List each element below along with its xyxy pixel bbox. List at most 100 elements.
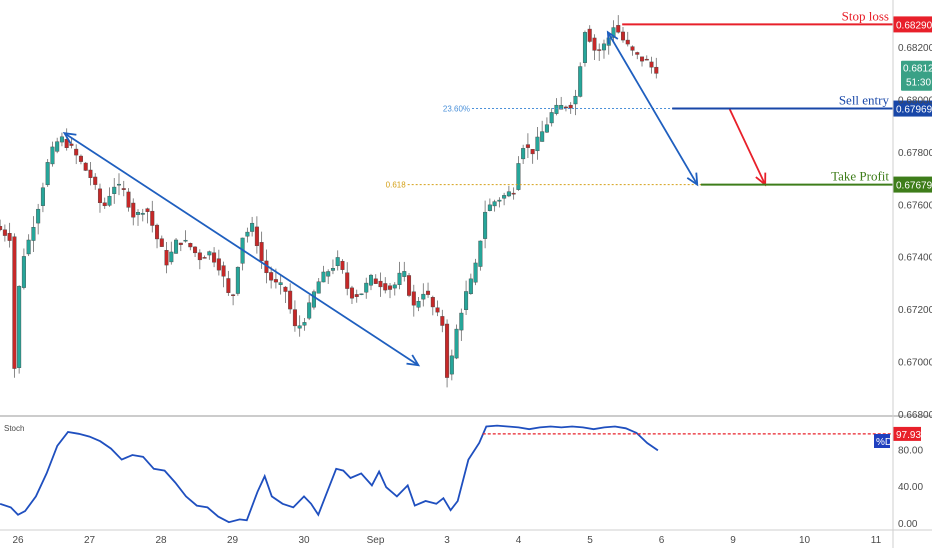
drawing-arrows-layer[interactable] [62,30,767,367]
price-tick-label: 0.67200 [898,305,932,316]
candle-body [59,136,64,143]
candle-body [174,239,179,254]
trade-levels-layer[interactable]: Stop loss 0.68290 Sell entry 0.67969 Take Pr… [622,8,932,193]
arrow-head [606,30,619,45]
price-tick-label: 0.67000 [898,358,932,369]
fib-label: 0.618 [386,181,407,190]
candle-body [316,281,321,294]
candle-body [145,208,150,212]
candle-body [335,257,340,267]
candle-body [269,272,274,281]
candle-body [321,271,326,283]
candle-body [497,199,502,202]
candle-body [55,141,60,152]
candle-body [155,224,160,240]
candle-body [388,285,393,290]
price-pane[interactable]: 23.60% 0.618 Stop loss 0.68290 Sell entry 0.… [0,8,932,388]
candle-body [64,139,69,149]
candle-body [207,251,212,256]
candle-body [654,66,659,74]
stoch-tick-label: 80.00 [898,445,923,456]
candle-body [112,186,117,194]
candle-body [193,246,198,254]
arrow-head [406,354,421,367]
candle-body [159,238,164,247]
candle-body [359,293,364,296]
candle-body [235,266,240,294]
time-tick-label: 27 [84,535,96,546]
candle-body [0,226,3,231]
candle-body [506,191,511,197]
stoch-level-badge [893,426,921,441]
level-label: Take Profit [831,169,889,184]
candle-body [535,136,540,152]
candle-body [202,257,207,259]
downtrend-arrow[interactable] [63,132,419,366]
time-tick-label: 5 [587,535,593,546]
stoch-legend-badge [874,434,890,448]
candle-body [345,272,350,289]
candle-body [445,323,450,378]
candle-body [231,294,236,296]
stoch-d-line [0,424,659,524]
level-price-badge [893,100,932,117]
candle-body [216,258,221,271]
candle-body [40,187,45,206]
candle-body [620,31,625,41]
candle-body [464,291,469,310]
stoch-pane[interactable]: Stoch 97.93 %D [0,424,921,524]
current-price-value: 0.68121 [903,64,932,75]
candle-body [640,56,645,62]
candle-body [354,294,359,297]
candle-body [21,256,26,288]
candle-body [254,226,259,247]
candle-body [630,46,635,51]
stoch-tick-label: 40.00 [898,482,923,493]
candle-body [578,66,583,97]
candle-body [250,222,255,232]
candle-body [435,307,440,313]
arrow-head [62,132,77,144]
candle-body [93,176,98,185]
candle-body [297,325,302,329]
stoch-series-layer: 97.93 %D [0,424,921,524]
candle-body [483,211,488,239]
candle-body [183,239,188,242]
time-axis[interactable]: 26 27 28 29 30 Sep 3 4 5 6 9 10 11 [0,529,932,546]
candle-body [383,283,388,291]
candle-body [83,162,88,171]
price-axis[interactable]: 0.68200 0.68000 0.67800 0.67600 0.67400 0.672… [892,0,932,548]
level-price-value: 0.68290 [896,20,932,31]
candle-body [616,25,621,33]
level-label: Sell entry [839,93,890,108]
candle-body [407,275,412,296]
candle-body [169,251,174,263]
candle-body [516,163,521,190]
candle-body [563,106,568,109]
candle-body [74,148,79,156]
candle-body [487,204,492,211]
price-tick-label: 0.67800 [898,148,932,159]
candle-body [364,282,369,293]
candle-body [559,105,564,110]
candle-body [368,274,373,286]
candle-body [611,27,616,38]
candle-body [131,202,136,218]
candle-body [340,260,345,270]
candle-body [31,227,36,241]
time-tick-label: 11 [871,535,882,546]
time-tick-label: 26 [12,535,24,546]
candle-body [473,262,478,283]
fib-lines-layer: 23.60% 0.618 [386,105,893,190]
candle-body [136,212,141,215]
candle-body [45,162,50,186]
candle-body [644,58,649,61]
candle-body [197,252,202,261]
entry-to-target-arrow[interactable] [728,108,766,185]
price-tick-label: 0.68200 [898,43,932,54]
candle-body [373,278,378,284]
candle-body [492,201,497,207]
projection-arrow[interactable] [607,31,699,186]
candle-body [17,285,22,368]
